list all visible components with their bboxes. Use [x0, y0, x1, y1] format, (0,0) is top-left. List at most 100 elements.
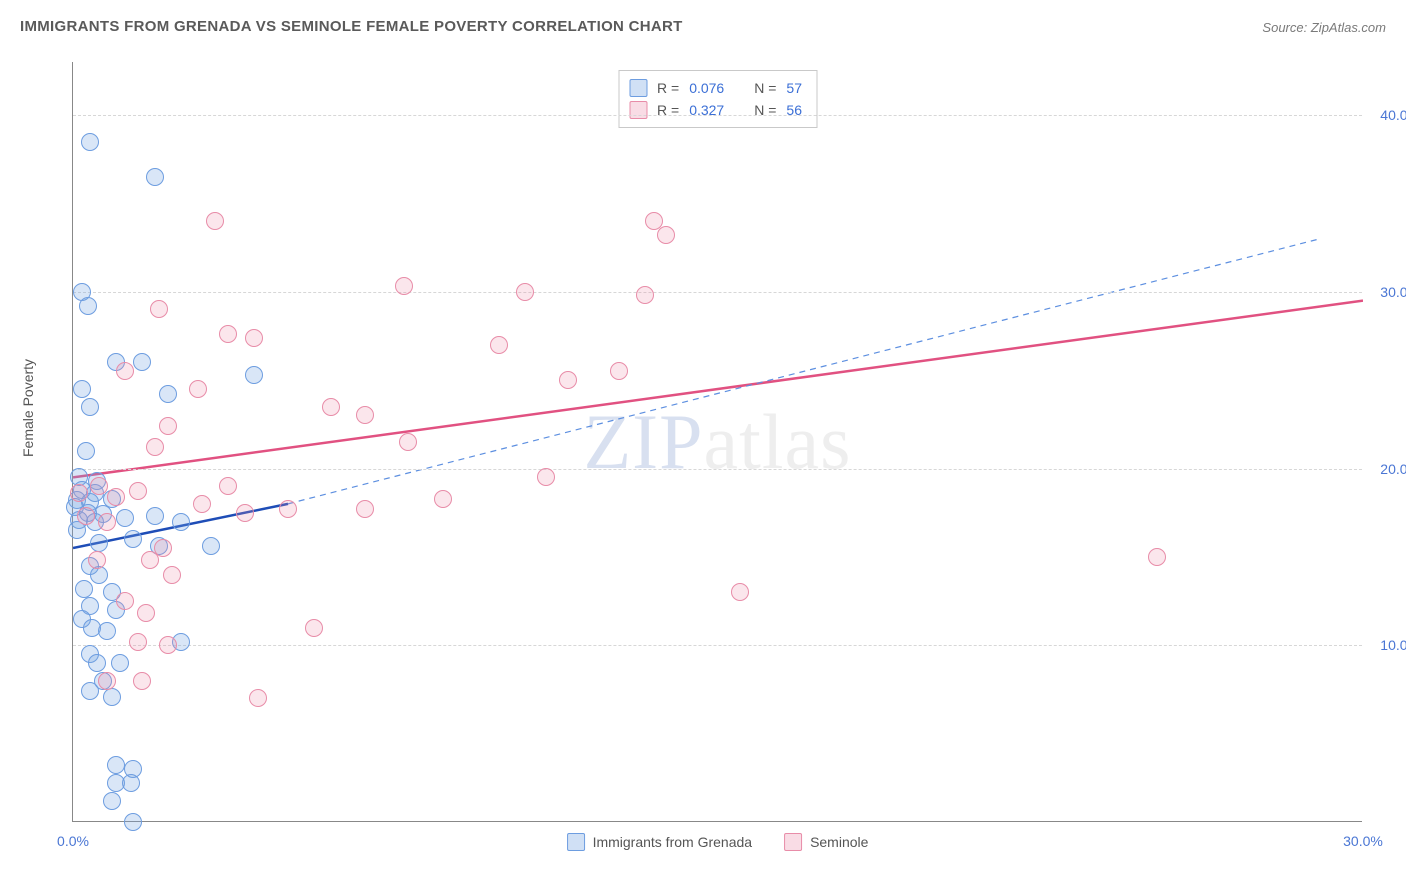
chart-legend: Immigrants from Grenada Seminole [567, 833, 869, 851]
scatter-point-blue [75, 580, 93, 598]
scatter-point-blue [133, 353, 151, 371]
chart-source: Source: ZipAtlas.com [1262, 20, 1386, 35]
scatter-point-blue [107, 756, 125, 774]
legend-swatch-blue [629, 79, 647, 97]
stat-r-value: 0.076 [689, 77, 724, 99]
scatter-point-pink [610, 362, 628, 380]
scatter-point-pink [399, 433, 417, 451]
plot-wrap: Female Poverty ZIPatlas R =0.076N =57R =… [52, 62, 1380, 852]
scatter-point-pink [107, 488, 125, 506]
scatter-point-pink [322, 398, 340, 416]
scatter-point-blue [103, 792, 121, 810]
scatter-point-blue [81, 398, 99, 416]
watermark-atlas: atlas [704, 398, 852, 485]
scatter-point-pink [129, 633, 147, 651]
scatter-point-blue [124, 813, 142, 831]
x-tick-label: 0.0% [57, 833, 89, 849]
scatter-point-pink [116, 592, 134, 610]
scatter-point-pink [159, 636, 177, 654]
scatter-point-blue [116, 509, 134, 527]
scatter-point-pink [98, 513, 116, 531]
scatter-point-pink [206, 212, 224, 230]
scatter-point-blue [90, 534, 108, 552]
scatter-point-pink [154, 539, 172, 557]
scatter-point-pink [219, 477, 237, 495]
legend-swatch-pink [784, 833, 802, 851]
scatter-point-blue [79, 297, 97, 315]
source-label: Source: [1262, 20, 1307, 35]
scatter-point-pink [516, 283, 534, 301]
legend-item-pink: Seminole [784, 833, 868, 851]
scatter-point-pink [395, 277, 413, 295]
scatter-point-pink [279, 500, 297, 518]
stat-r-label: R = [657, 77, 679, 99]
stat-row-blue: R =0.076N =57 [629, 77, 802, 99]
scatter-point-pink [305, 619, 323, 637]
scatter-point-pink [133, 672, 151, 690]
scatter-point-blue [202, 537, 220, 555]
scatter-point-blue [103, 688, 121, 706]
scatter-point-blue [245, 366, 263, 384]
scatter-point-pink [70, 484, 88, 502]
scatter-point-pink [146, 438, 164, 456]
stat-n-value: 56 [786, 99, 802, 121]
scatter-point-blue [146, 168, 164, 186]
legend-swatch-blue [567, 833, 585, 851]
scatter-point-pink [219, 325, 237, 343]
scatter-point-blue [88, 654, 106, 672]
scatter-point-pink [90, 477, 108, 495]
scatter-point-blue [111, 654, 129, 672]
scatter-point-blue [146, 507, 164, 525]
scatter-point-pink [356, 406, 374, 424]
scatter-point-pink [1148, 548, 1166, 566]
scatter-point-blue [77, 442, 95, 460]
scatter-point-pink [163, 566, 181, 584]
scatter-point-blue [98, 622, 116, 640]
y-tick-label: 30.0% [1380, 284, 1406, 300]
chart-title: IMMIGRANTS FROM GRENADA VS SEMINOLE FEMA… [20, 18, 1386, 35]
gridline-h [73, 292, 1362, 293]
scatter-point-pink [98, 672, 116, 690]
legend-swatch-pink [629, 101, 647, 119]
y-tick-label: 10.0% [1380, 637, 1406, 653]
scatter-point-pink [657, 226, 675, 244]
scatter-point-pink [490, 336, 508, 354]
stat-n-label: N = [754, 99, 776, 121]
scatter-point-pink [236, 504, 254, 522]
gridline-h [73, 115, 1362, 116]
source-value: ZipAtlas.com [1311, 20, 1386, 35]
stat-r-label: R = [657, 99, 679, 121]
scatter-point-blue [159, 385, 177, 403]
scatter-point-pink [116, 362, 134, 380]
stat-n-label: N = [754, 77, 776, 99]
scatter-point-pink [731, 583, 749, 601]
watermark-zip: ZIP [584, 398, 704, 485]
scatter-point-pink [537, 468, 555, 486]
scatter-point-pink [193, 495, 211, 513]
scatter-point-pink [77, 507, 95, 525]
plot-area: ZIPatlas R =0.076N =57R =0.327N =56 Immi… [72, 62, 1362, 822]
scatter-point-pink [129, 482, 147, 500]
scatter-point-blue [172, 513, 190, 531]
stat-box: R =0.076N =57R =0.327N =56 [618, 70, 817, 128]
stat-r-value: 0.327 [689, 99, 724, 121]
scatter-point-pink [137, 604, 155, 622]
scatter-point-blue [122, 774, 140, 792]
scatter-point-blue [124, 530, 142, 548]
legend-item-blue: Immigrants from Grenada [567, 833, 753, 851]
y-axis-label: Female Poverty [20, 359, 36, 457]
scatter-point-pink [356, 500, 374, 518]
legend-label: Immigrants from Grenada [593, 834, 753, 850]
stat-row-pink: R = 0.327 N = 56 [629, 99, 802, 121]
gridline-h [73, 469, 1362, 470]
x-tick-label: 30.0% [1343, 833, 1383, 849]
scatter-point-blue [81, 133, 99, 151]
scatter-point-blue [73, 380, 91, 398]
scatter-point-pink [434, 490, 452, 508]
legend-label: Seminole [810, 834, 868, 850]
scatter-point-blue [81, 682, 99, 700]
trend-lines [73, 62, 1363, 822]
y-tick-label: 40.0% [1380, 107, 1406, 123]
gridline-h [73, 645, 1362, 646]
scatter-point-pink [636, 286, 654, 304]
